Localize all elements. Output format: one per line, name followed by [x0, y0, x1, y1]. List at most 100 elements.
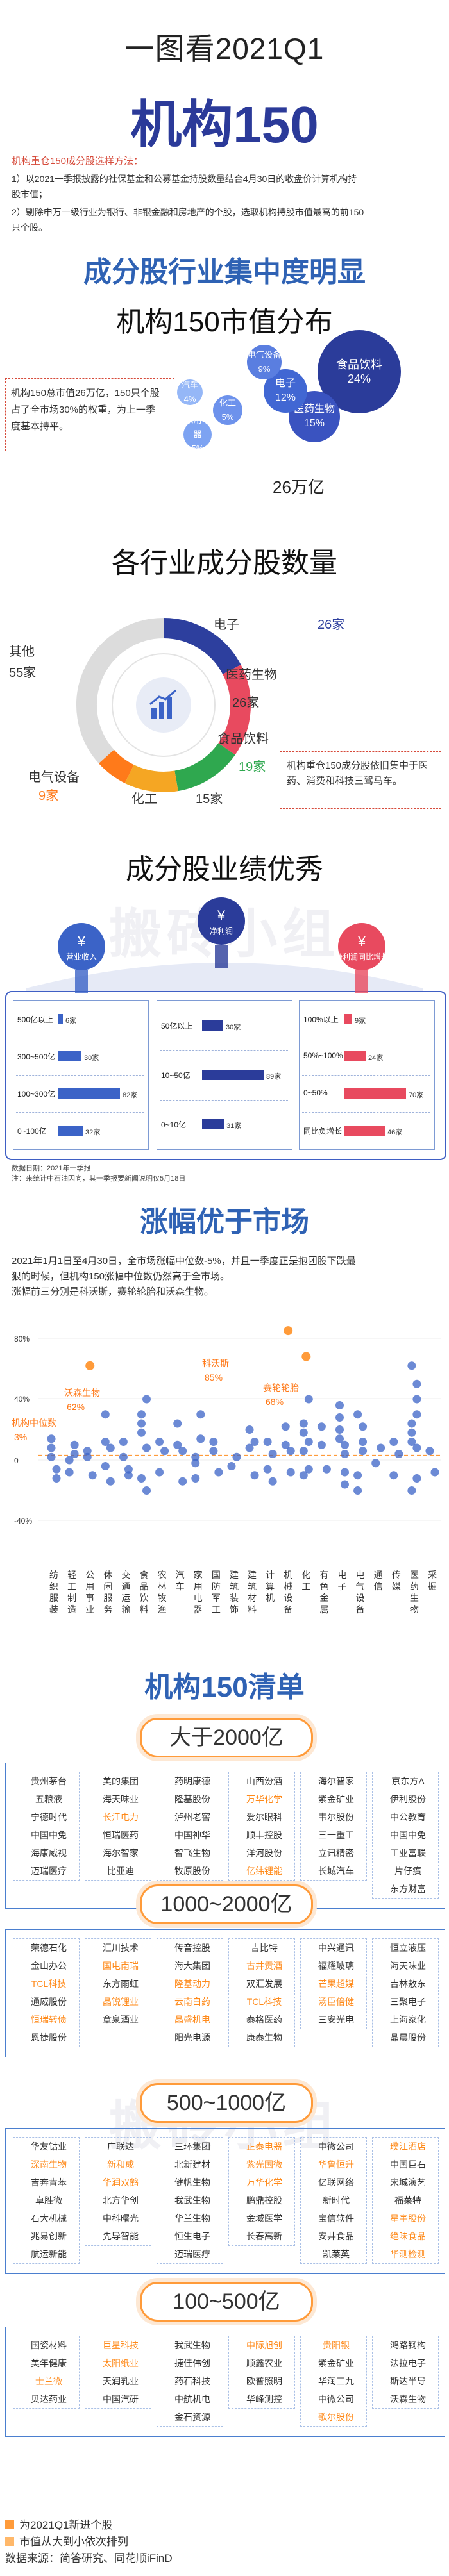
scatter-point: [52, 1465, 61, 1474]
stock-cell: 太阳纸业: [103, 2358, 139, 2368]
stock-cell: 华润三九: [318, 2376, 354, 2386]
stock-cell: 中公教育: [390, 1812, 426, 1822]
row-value: 30家: [226, 1023, 241, 1031]
stock-cell: 三一重工: [318, 1830, 354, 1840]
row-label: 500亿以上: [17, 1015, 54, 1024]
stock-cell: 东方财富: [390, 1884, 426, 1894]
stock-cell: 康泰生物: [246, 2032, 282, 2043]
row-divider: [16, 1112, 144, 1113]
stock-cell: 海尔智家: [318, 1776, 354, 1786]
scatter-point: [65, 1456, 74, 1465]
x-tick-label-14: 化工: [301, 1570, 311, 1591]
stock-cell: 卓胜微: [35, 2195, 62, 2206]
stock-cell: 美的集团: [103, 1776, 139, 1786]
row-bar: [58, 1088, 120, 1099]
scatter-point: [142, 1395, 151, 1404]
stock-cell: 金石资源: [174, 2412, 210, 2422]
scatter-point: [304, 1438, 313, 1446]
scatter-point: [341, 1450, 349, 1458]
scatter-point: [359, 1438, 368, 1446]
scatter-point: [47, 1434, 56, 1443]
tier-col-frame: [13, 2336, 80, 2409]
stock-cell: 万华化学: [246, 2177, 282, 2188]
stock-cell: 吉奔肯苯: [31, 2177, 67, 2188]
row-divider: [302, 1075, 430, 1076]
scatter-point: [412, 1474, 421, 1483]
stock-cell: 中兴通讯: [318, 1943, 354, 1953]
stock-cell: 紫金矿业: [318, 1794, 354, 1804]
scatter-point: [173, 1419, 182, 1428]
row-value: 46家: [387, 1129, 403, 1136]
stock-cell: 爱尔眼科: [246, 1812, 282, 1822]
scatter-point: [178, 1477, 187, 1486]
scatter-point: [137, 1428, 146, 1437]
row-bar: [58, 1014, 63, 1024]
row-label: 50%~100%: [303, 1051, 343, 1060]
stock-cell: 隆基股份: [174, 1794, 210, 1804]
scatter-point: [335, 1434, 344, 1443]
stock-cell: 阳光电源: [174, 2032, 210, 2043]
x-tick-label-20: 医药生物: [409, 1570, 419, 1615]
stock-cell: 汇川技术: [103, 1943, 139, 1953]
row-divider: [302, 1112, 430, 1113]
stock-cell: 海天味业: [103, 1794, 139, 1804]
yen-icon: ¥: [217, 908, 226, 924]
donut-count-0: 26家: [318, 618, 345, 632]
point-pct: 3%: [14, 1432, 27, 1442]
bubble-4: 化工 5%: [213, 395, 242, 425]
bubble-name: 医药生物: [293, 404, 335, 415]
method-note-line1b: 股市值；: [12, 189, 47, 199]
scatter-point: [407, 1361, 416, 1370]
scatter-point: [353, 1486, 362, 1495]
stock-cell: 先导智能: [103, 2231, 139, 2241]
stock-cell: 牧原股份: [174, 1866, 210, 1876]
stock-cell: 北新建材: [174, 2159, 210, 2170]
tier-col-frame: [228, 1772, 295, 1881]
bubble-name: 电气设备: [247, 350, 281, 360]
stock-cell: 吉林敖东: [390, 1979, 426, 1989]
stock-cell: 天润乳业: [103, 2376, 139, 2386]
tier-col-frame: [372, 1938, 439, 2047]
tier-col-frame: [85, 2137, 151, 2246]
tier-col-frame: [372, 1772, 439, 1899]
bubble-5: 家用电器 5%: [183, 415, 212, 453]
scatter-point: [407, 1438, 416, 1446]
scatter-point: [371, 1459, 380, 1468]
stock-cell: 北方华创: [103, 2195, 139, 2206]
scatter-point: [196, 1410, 205, 1419]
legend-order: 市值从大到小依次排列: [5, 2532, 128, 2548]
row-label: 10~50亿: [161, 1071, 191, 1080]
tier-col-frame: [13, 1938, 80, 2047]
point-label: 沃森生物: [64, 1388, 100, 1398]
outperform-text-line2: 狠的时候，但机构150涨幅中位数仍然高于全市场。: [12, 1271, 230, 1282]
stock-cell: 华测检测: [390, 2249, 426, 2259]
stock-cell: 国电南瑞: [103, 1961, 139, 1971]
x-tick-label-18: 通信: [373, 1570, 383, 1591]
scatter-point: [412, 1379, 421, 1388]
scatter-point: [137, 1419, 146, 1428]
scatter-point: [70, 1450, 79, 1458]
x-tick-label-5: 食品饮料: [139, 1570, 149, 1615]
page-title-line1: 一图看2021Q1: [124, 32, 325, 65]
stock-cell: TCL科技: [31, 1979, 67, 1989]
scatter-point: [268, 1477, 277, 1486]
scatter-point: [341, 1440, 349, 1449]
donut-label-4: 电气设备: [28, 770, 80, 785]
stock-cell: 药石科技: [174, 2376, 210, 2386]
bubble-pct: 9%: [258, 364, 271, 374]
stock-cell: 芒果超媒: [318, 1979, 354, 1989]
tier-col-frame: [300, 1938, 367, 2029]
x-tick-label-8: 家用电器: [193, 1570, 203, 1615]
perf-icon-stem: [75, 970, 88, 993]
stock-cell: 中国中免: [31, 1830, 67, 1840]
bubble-pct: 24%: [347, 372, 371, 385]
point-label: 赛轮轮胎: [263, 1383, 299, 1393]
scatter-point: [377, 1443, 385, 1452]
stock-cell: 海康威视: [31, 1848, 67, 1858]
row-label: 50亿以上: [161, 1021, 193, 1031]
scatter-point: [155, 1438, 164, 1446]
stock-cell: 安井食品: [318, 2231, 354, 2241]
bubble-6: 汽车 4%: [177, 379, 203, 405]
tier-box-3: [5, 2327, 445, 2437]
scatter-point: [52, 1474, 61, 1483]
